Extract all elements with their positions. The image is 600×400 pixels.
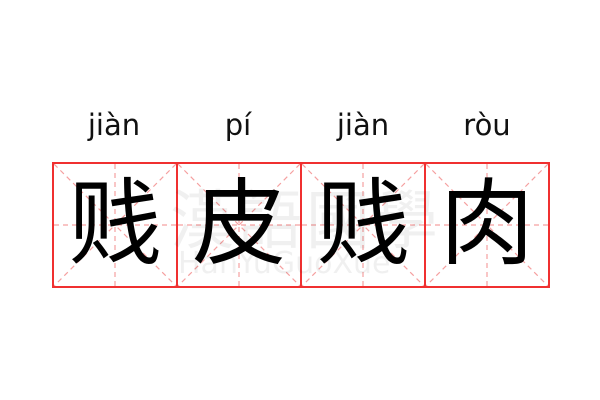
guide-line bbox=[54, 164, 176, 286]
pinyin-2: pí bbox=[224, 108, 252, 142]
pinyin-1: jiàn bbox=[87, 108, 141, 142]
character-cell: 肉 bbox=[426, 164, 548, 286]
guide-line bbox=[302, 164, 424, 286]
character-grid: 贱 皮 贱 肉 bbox=[52, 162, 550, 288]
character: 皮 bbox=[191, 170, 286, 279]
guide-line bbox=[54, 164, 176, 286]
guide-lines bbox=[178, 164, 300, 286]
character: 贱 bbox=[67, 170, 162, 279]
character: 贱 bbox=[315, 170, 410, 279]
guide-line bbox=[178, 164, 300, 286]
pinyin-3: jiàn bbox=[336, 108, 390, 142]
guide-line bbox=[426, 164, 548, 286]
guide-line bbox=[302, 164, 424, 286]
watermark-chinese: 漢語國學 bbox=[170, 185, 442, 259]
character: 肉 bbox=[439, 170, 534, 279]
guide-line bbox=[178, 164, 300, 286]
guide-lines bbox=[302, 164, 424, 286]
guide-lines bbox=[426, 164, 548, 286]
character-cell: 贱 bbox=[302, 164, 426, 286]
watermark-latin: HanYuGuoXue bbox=[178, 246, 391, 281]
guide-line bbox=[426, 164, 548, 286]
character-cell: 皮 bbox=[178, 164, 302, 286]
guide-lines bbox=[54, 164, 176, 286]
pinyin-4: ròu bbox=[463, 108, 511, 142]
character-cell: 贱 bbox=[54, 164, 178, 286]
